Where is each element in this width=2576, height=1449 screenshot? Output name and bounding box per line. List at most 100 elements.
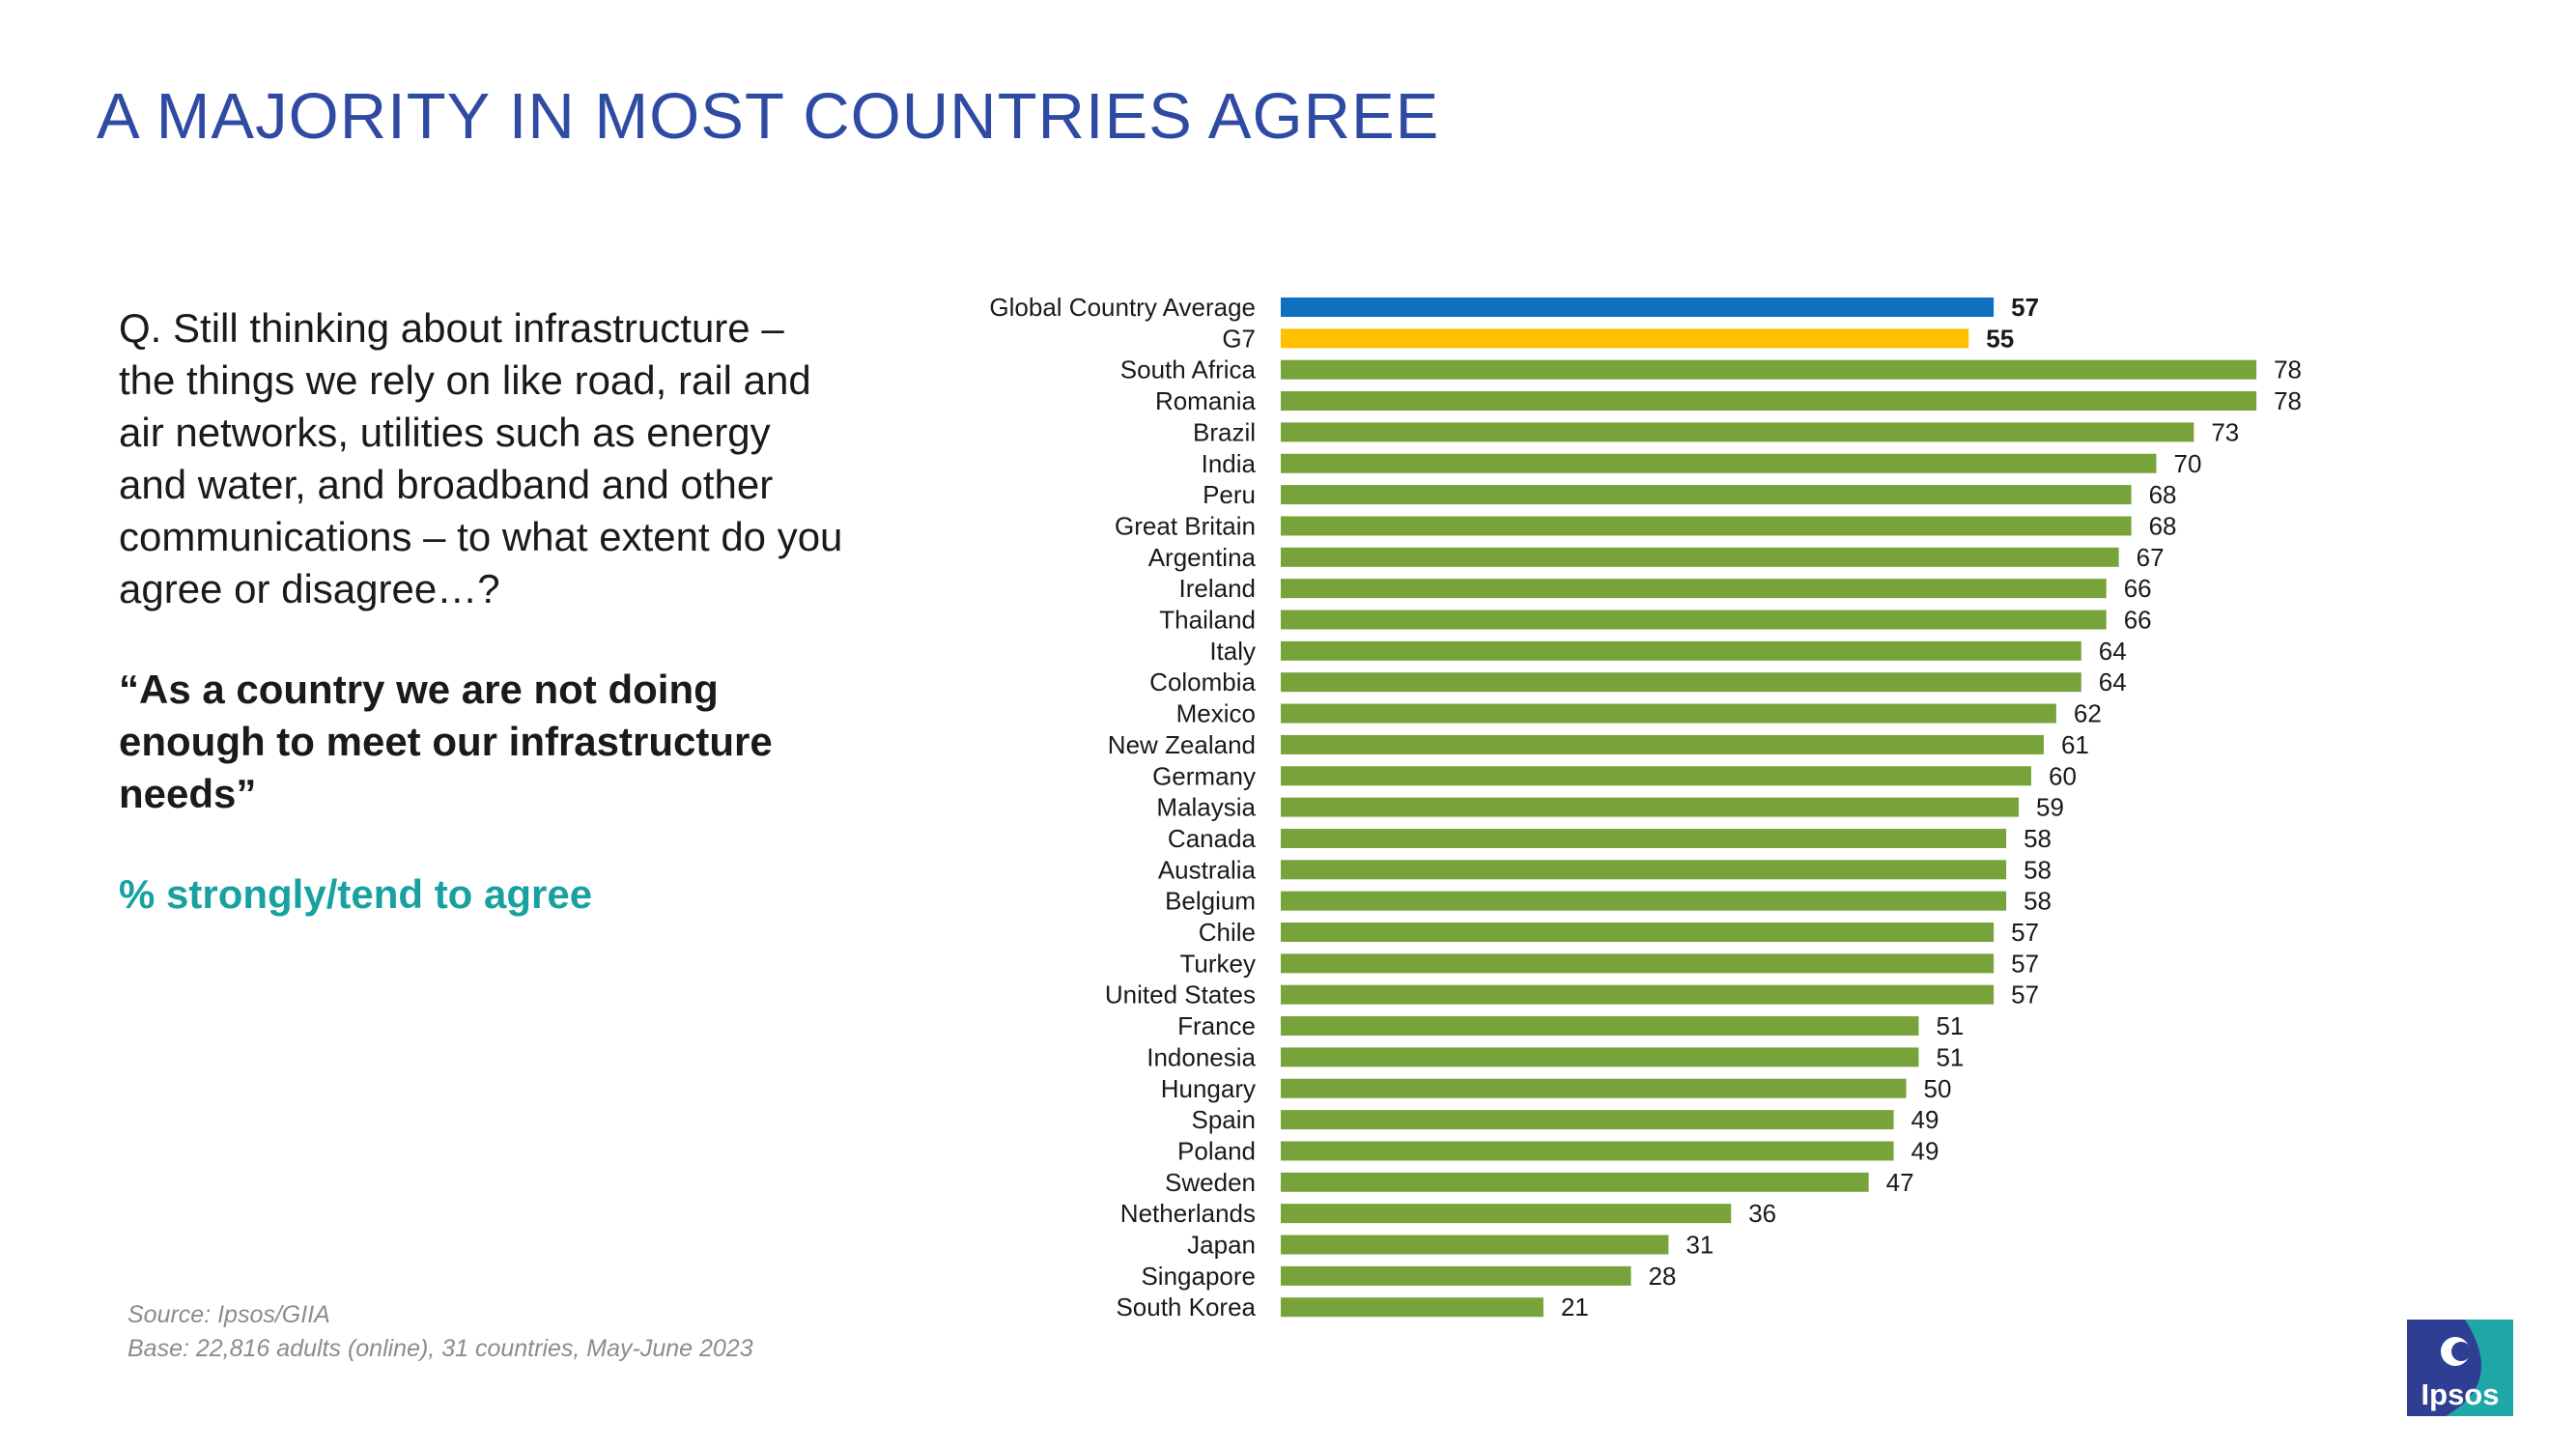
category-label: Malaysia — [1156, 793, 1256, 822]
category-label: Spain — [1192, 1105, 1257, 1134]
bar — [1281, 1141, 1894, 1161]
category-label: Belgium — [1165, 887, 1256, 916]
bar — [1281, 610, 2107, 630]
category-label: United States — [1105, 980, 1256, 1009]
value-label: 57 — [2011, 949, 2039, 978]
value-label: 21 — [1561, 1293, 1589, 1321]
category-label: Japan — [1187, 1231, 1256, 1260]
value-label: 68 — [2149, 480, 2177, 509]
value-label: 51 — [1936, 1011, 1964, 1040]
bar — [1281, 891, 2007, 911]
value-label: 58 — [2024, 887, 2052, 916]
bar — [1281, 1235, 1669, 1255]
value-label: 28 — [1649, 1262, 1677, 1291]
value-label: 47 — [1886, 1168, 1914, 1197]
value-label: 55 — [1986, 324, 2014, 353]
category-label: Chile — [1199, 918, 1256, 947]
source-line: Source: Ipsos/GIIA — [127, 1301, 330, 1328]
value-label: 50 — [1924, 1074, 1952, 1103]
category-label: Sweden — [1165, 1168, 1256, 1197]
logo-text: Ipsos — [2421, 1378, 2500, 1411]
page-title: A MAJORITY IN MOST COUNTRIES AGREE — [97, 80, 1440, 153]
bar — [1281, 828, 2007, 848]
value-label: 58 — [2024, 855, 2052, 884]
value-label: 57 — [2011, 293, 2039, 322]
category-label: Global Country Average — [989, 293, 1256, 322]
value-label: 49 — [1911, 1136, 1939, 1165]
bar — [1281, 485, 2132, 505]
bar — [1281, 1110, 1894, 1130]
value-label: 36 — [1748, 1199, 1776, 1228]
category-label: South Africa — [1120, 355, 1257, 384]
question-block: Q. Still thinking about infrastructure –… — [119, 302, 843, 921]
bar — [1281, 984, 1995, 1005]
logo-head-inner-icon — [2451, 1342, 2471, 1361]
bar — [1281, 1078, 1907, 1098]
category-label: Romania — [1155, 386, 1257, 415]
ipsos-logo: Ipsos — [2407, 1320, 2513, 1416]
category-label: Netherlands — [1120, 1199, 1256, 1228]
category-label: France — [1177, 1011, 1256, 1040]
value-label: 59 — [2036, 793, 2064, 822]
bar — [1281, 547, 2119, 567]
category-label: Peru — [1203, 480, 1256, 509]
value-label: 62 — [2074, 699, 2102, 728]
bar — [1281, 923, 1995, 942]
value-label: 78 — [2274, 355, 2302, 384]
bar — [1281, 453, 2157, 473]
category-label: Hungary — [1161, 1074, 1256, 1103]
metric-label: % strongly/tend to agree — [119, 871, 593, 917]
value-label: 60 — [2049, 761, 2077, 790]
category-label: G7 — [1222, 324, 1256, 353]
category-label: Turkey — [1180, 949, 1257, 978]
value-label: 78 — [2274, 386, 2302, 415]
value-label: 64 — [2099, 668, 2127, 696]
value-label: 70 — [2174, 449, 2202, 478]
source-note: Source: Ipsos/GIIA Base: 22,816 adults (… — [127, 1298, 753, 1366]
bar — [1281, 391, 2257, 412]
value-label: 66 — [2124, 606, 2152, 635]
bar — [1281, 1265, 1631, 1286]
category-label: Australia — [1158, 855, 1257, 884]
value-label: 49 — [1911, 1105, 1939, 1134]
category-label: Great Britain — [1115, 511, 1256, 540]
bar — [1281, 672, 2081, 693]
value-label: 67 — [2137, 543, 2165, 572]
category-label: Germany — [1152, 761, 1256, 790]
category-label: Brazil — [1193, 417, 1256, 446]
bar — [1281, 860, 2007, 880]
category-label: South Korea — [1116, 1293, 1256, 1321]
category-label: Italy — [1209, 637, 1256, 666]
bar — [1281, 797, 2020, 817]
category-label: Mexico — [1176, 699, 1256, 728]
value-label: 57 — [2011, 980, 2039, 1009]
category-label: Colombia — [1149, 668, 1256, 696]
category-label: India — [1202, 449, 1257, 478]
bar — [1281, 422, 2194, 442]
bar — [1281, 1297, 1543, 1318]
base-line: Base: 22,816 adults (online), 31 countri… — [127, 1335, 753, 1362]
bar — [1281, 516, 2132, 536]
bar — [1281, 640, 2081, 661]
bar — [1281, 579, 2107, 599]
question-statement: “As a country we are not doing enough to… — [119, 667, 773, 816]
category-label: Ireland — [1179, 574, 1257, 603]
value-label: 58 — [2024, 824, 2052, 853]
bar — [1281, 1172, 1869, 1192]
bar — [1281, 298, 1995, 317]
category-label: Canada — [1168, 824, 1257, 853]
category-label: Indonesia — [1146, 1042, 1256, 1071]
category-label: Singapore — [1141, 1262, 1256, 1291]
category-label: New Zealand — [1108, 730, 1256, 759]
value-label: 73 — [2211, 417, 2239, 446]
value-label: 66 — [2124, 574, 2152, 603]
bar — [1281, 359, 2257, 380]
bar — [1281, 1016, 1919, 1037]
bar — [1281, 703, 2056, 724]
question-text: Q. Still thinking about infrastructure –… — [119, 305, 843, 611]
category-label: Thailand — [1159, 606, 1256, 635]
category-label: Argentina — [1148, 543, 1257, 572]
logo-teal-shape — [2446, 1320, 2513, 1416]
bar — [1281, 953, 1995, 974]
